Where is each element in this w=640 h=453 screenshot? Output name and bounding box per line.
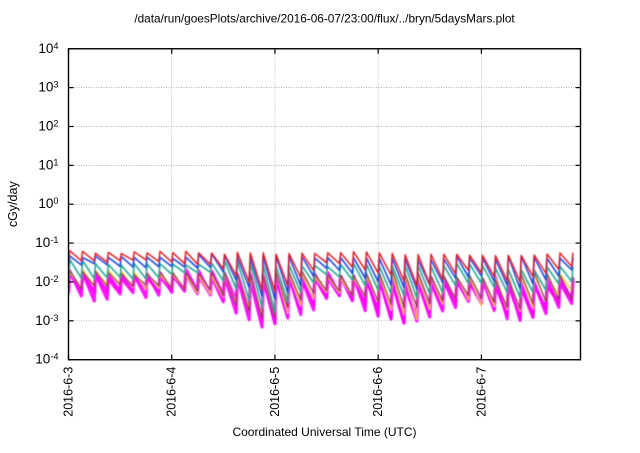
svg-text:2016-6-5: 2016-6-5 [268, 367, 282, 417]
svg-text:/data/run/goesPlots/archive/20: /data/run/goesPlots/archive/2016-06-07/2… [134, 12, 515, 26]
svg-text:Coordinated Universal Time (UT: Coordinated Universal Time (UTC) [232, 425, 416, 439]
svg-text:2016-6-6: 2016-6-6 [371, 367, 385, 417]
svg-text:2016-6-7: 2016-6-7 [474, 367, 488, 417]
svg-text:cGy/day: cGy/day [6, 181, 20, 228]
svg-text:2016-6-3: 2016-6-3 [62, 367, 76, 417]
svg-text:2016-6-4: 2016-6-4 [165, 367, 179, 417]
